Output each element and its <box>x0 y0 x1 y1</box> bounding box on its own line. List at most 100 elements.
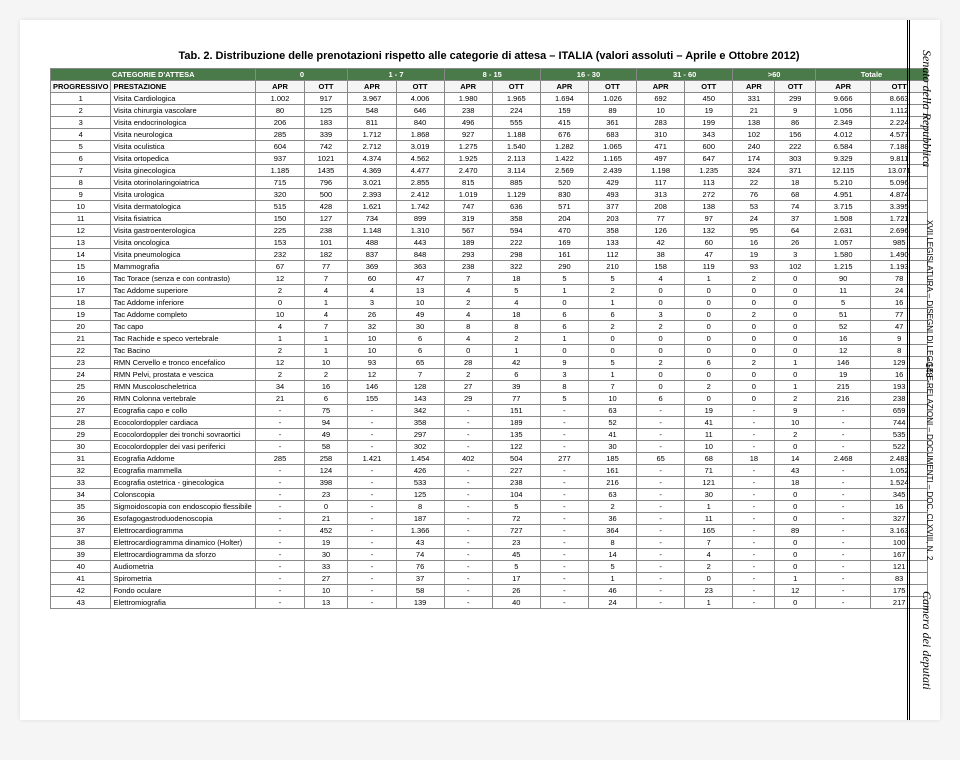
table-row: 16Tac Torace (senza e con contrasto)1276… <box>51 273 928 285</box>
data-cell: 183 <box>304 117 348 129</box>
data-cell: - <box>637 489 685 501</box>
data-cell: - <box>540 513 588 525</box>
data-cell: 9 <box>540 357 588 369</box>
data-cell: 3.715 <box>815 201 870 213</box>
data-cell: 21 <box>256 393 304 405</box>
data-cell: - <box>348 573 396 585</box>
data-cell: 27 <box>304 573 348 585</box>
data-cell: 1 <box>685 501 733 513</box>
row-number: 17 <box>51 285 111 297</box>
row-prestazione: Elettromiografia <box>111 597 256 609</box>
row-number: 27 <box>51 405 111 417</box>
data-cell: 2 <box>637 321 685 333</box>
data-cell: - <box>637 465 685 477</box>
data-cell: - <box>733 549 775 561</box>
data-cell: 12 <box>256 273 304 285</box>
data-cell: 313 <box>637 189 685 201</box>
data-cell: 156 <box>775 129 815 141</box>
data-cell: - <box>540 405 588 417</box>
row-prestazione: Tac Addome completo <box>111 309 256 321</box>
table-row: 29Ecocolordoppler dei tronchi sovraortic… <box>51 429 928 441</box>
data-cell: 215 <box>815 381 870 393</box>
data-cell: 2 <box>588 501 636 513</box>
data-cell: - <box>637 441 685 453</box>
data-cell: - <box>444 465 492 477</box>
data-cell: - <box>256 441 304 453</box>
data-cell: 155 <box>348 393 396 405</box>
data-cell: 0 <box>775 273 815 285</box>
table-row: 10Visita dermatologica5154281.6211.74274… <box>51 201 928 213</box>
data-cell: 240 <box>733 141 775 153</box>
data-cell: 1 <box>685 597 733 609</box>
data-cell: - <box>348 585 396 597</box>
data-cell: 117 <box>637 177 685 189</box>
data-cell: 9.329 <box>815 153 870 165</box>
data-cell: 17 <box>492 573 540 585</box>
data-cell: 1.235 <box>685 165 733 177</box>
data-cell: 210 <box>588 261 636 273</box>
row-number: 29 <box>51 429 111 441</box>
data-cell: 9 <box>775 405 815 417</box>
row-number: 18 <box>51 297 111 309</box>
table-row: 36Esofagogastroduodenoscopia-21-187-72-3… <box>51 513 928 525</box>
data-cell: 60 <box>348 273 396 285</box>
data-cell: 1.712 <box>348 129 396 141</box>
row-number: 34 <box>51 489 111 501</box>
col-ott: OTT <box>492 81 540 93</box>
table-row: 7Visita ginecologica1.18514354.3694.4772… <box>51 165 928 177</box>
data-cell: - <box>733 489 775 501</box>
data-cell: 297 <box>396 429 444 441</box>
data-cell: - <box>256 465 304 477</box>
table-row: 5Visita oculistica6047422.7123.0191.2751… <box>51 141 928 153</box>
data-cell: 683 <box>588 129 636 141</box>
row-prestazione: Tac Addome superiore <box>111 285 256 297</box>
data-cell: 2.855 <box>396 177 444 189</box>
data-cell: 7 <box>588 381 636 393</box>
row-number: 30 <box>51 441 111 453</box>
row-number: 15 <box>51 261 111 273</box>
data-cell: 0 <box>775 597 815 609</box>
data-cell: 1.275 <box>444 141 492 153</box>
data-cell: - <box>444 525 492 537</box>
data-cell: - <box>444 573 492 585</box>
row-number: 20 <box>51 321 111 333</box>
row-prestazione: Audiometria <box>111 561 256 573</box>
data-cell: - <box>348 429 396 441</box>
data-cell: 555 <box>492 117 540 129</box>
data-cell: 12.115 <box>815 165 870 177</box>
table-row: 12Visita gastroenterologica2252381.1481.… <box>51 225 928 237</box>
table-row: 40Audiometria-33-76-5-5-2-0-121 <box>51 561 928 573</box>
data-cell: 8 <box>540 381 588 393</box>
data-cell: 4 <box>348 285 396 297</box>
col-progressivo: PROGRESSIVO <box>51 81 111 93</box>
data-cell: - <box>540 525 588 537</box>
data-cell: 125 <box>396 489 444 501</box>
row-prestazione: Elettrocardiogramma dinamico (Holter) <box>111 537 256 549</box>
data-cell: 1.148 <box>348 225 396 237</box>
data-cell: 9 <box>775 105 815 117</box>
row-number: 26 <box>51 393 111 405</box>
data-cell: 49 <box>396 309 444 321</box>
data-cell: 299 <box>775 93 815 105</box>
data-cell: - <box>815 585 870 597</box>
data-cell: 927 <box>444 129 492 141</box>
data-cell: - <box>815 489 870 501</box>
data-cell: - <box>444 417 492 429</box>
content-area: Tab. 2. Distribuzione delle prenotazioni… <box>20 20 940 619</box>
data-cell: 18 <box>775 477 815 489</box>
row-number: 23 <box>51 357 111 369</box>
data-cell: 119 <box>685 261 733 273</box>
row-number: 40 <box>51 561 111 573</box>
data-cell: 402 <box>444 453 492 465</box>
data-cell: 124 <box>304 465 348 477</box>
data-cell: 1.540 <box>492 141 540 153</box>
data-cell: 0 <box>685 345 733 357</box>
data-cell: 4.012 <box>815 129 870 141</box>
data-cell: 11 <box>685 513 733 525</box>
data-cell: 1.454 <box>396 453 444 465</box>
data-cell: 77 <box>304 261 348 273</box>
data-cell: 37 <box>396 573 444 585</box>
row-number: 2 <box>51 105 111 117</box>
table-row: 9Visita urologica3205002.3932.4121.0191.… <box>51 189 928 201</box>
data-cell: 216 <box>588 477 636 489</box>
